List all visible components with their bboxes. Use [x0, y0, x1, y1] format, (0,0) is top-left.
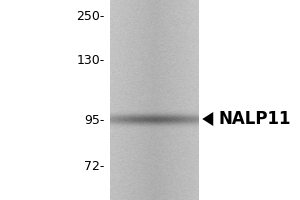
- Text: 130-: 130-: [76, 53, 105, 66]
- Polygon shape: [202, 112, 213, 126]
- Text: 95-: 95-: [84, 114, 105, 127]
- Text: 250-: 250-: [76, 9, 105, 22]
- Text: 72-: 72-: [84, 160, 105, 172]
- Text: NALP11: NALP11: [219, 110, 291, 128]
